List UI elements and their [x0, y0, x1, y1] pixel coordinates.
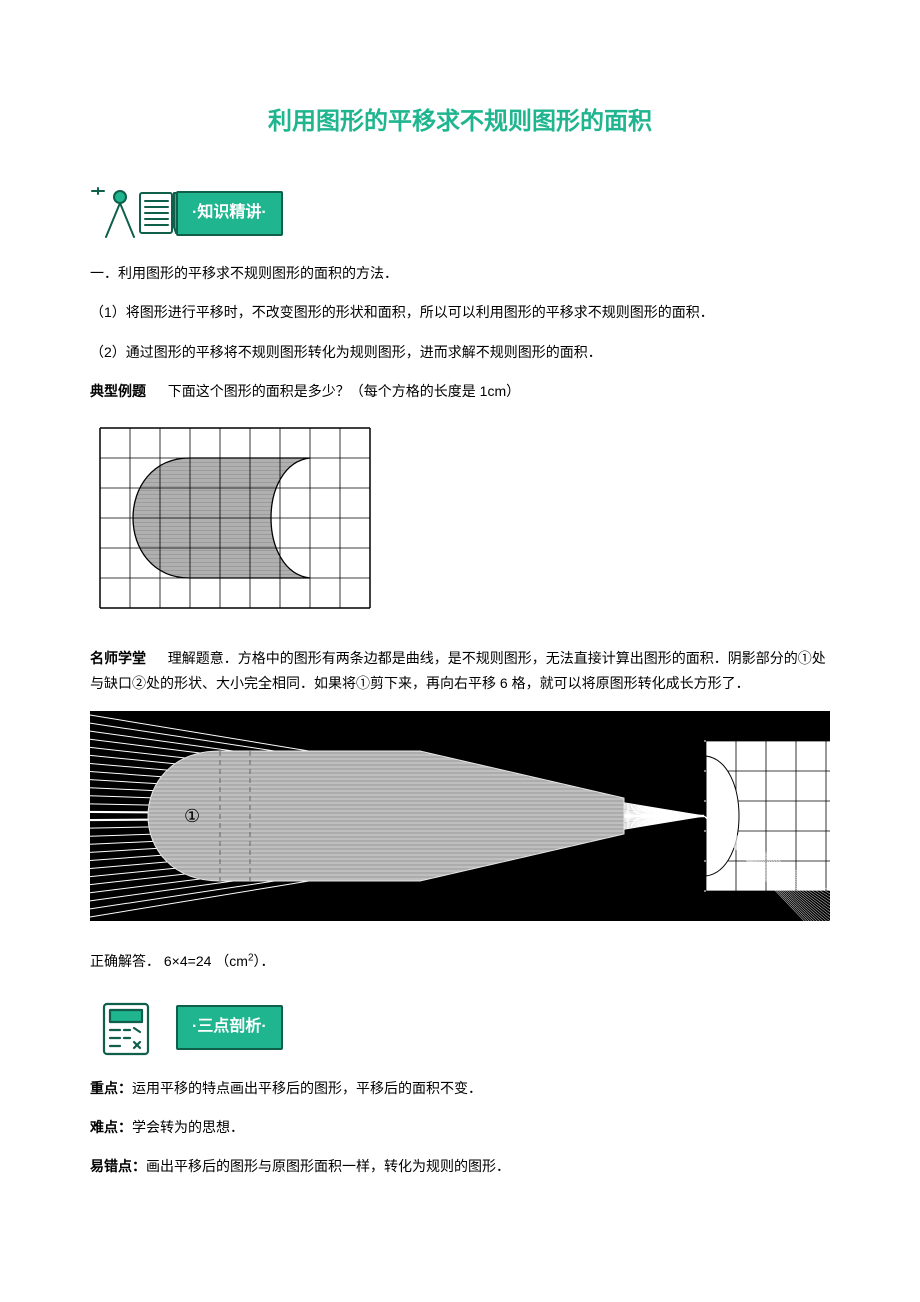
figure-1 [90, 418, 830, 626]
error-point-text: 画出平移后的图形与原图形面积一样，转化为规则的图形． [146, 1158, 510, 1174]
teacher-text: 理解题意．方格中的图形有两条边都是曲线，是不规则图形，无法直接计算出图形的面积．… [90, 650, 826, 691]
section1-p1: （1）将图形进行平移时，不改变图形的形状和面积，所以可以利用图形的平移求不规则图… [90, 300, 830, 325]
teacher-row: 名师学堂 理解题意．方格中的图形有两条边都是曲线，是不规则图形，无法直接计算出图… [90, 646, 830, 696]
section1-p2: （2）通过图形的平移将不规则图形转化为规则图形，进而求解不规则图形的面积． [90, 340, 830, 365]
page-title: 利用图形的平移求不规则图形的面积 [90, 100, 830, 143]
calculator-icon [90, 998, 180, 1058]
svg-text:①: ① [184, 806, 200, 826]
answer-expr-c: ）． [254, 953, 275, 969]
threepoints-badge: ·三点剖析· [176, 1005, 283, 1050]
grid-crescent-svg [90, 418, 380, 618]
knowledge-badge-row: ·知识精讲· [90, 183, 830, 243]
translation-illustration-svg: ① [90, 711, 830, 921]
figure-2: ① [90, 711, 830, 929]
example-label: 典型例题 [90, 383, 146, 399]
compass-drafting-icon [90, 183, 180, 243]
answer-row: 正确解答． 6×4=24 （cm2）． [90, 949, 830, 974]
hard-point-label: 难点： [90, 1119, 132, 1135]
key-point-row: 重点：运用平移的特点画出平移后的图形，平移后的面积不变． [90, 1076, 830, 1101]
example-row: 典型例题 下面这个图形的面积是多少？（每个方格的长度是 1cm） [90, 379, 830, 404]
teacher-label: 名师学堂 [90, 650, 146, 666]
knowledge-badge: ·知识精讲· [176, 191, 283, 236]
hard-point-text: 学会转为的思想． [132, 1119, 244, 1135]
section1-heading: 一．利用图形的平移求不规则图形的面积的方法． [90, 261, 830, 286]
threepoints-badge-row: ·三点剖析· [90, 998, 830, 1058]
hard-point-row: 难点：学会转为的思想． [90, 1115, 830, 1140]
key-point-label: 重点： [90, 1080, 132, 1096]
answer-label: 正确解答． [90, 953, 160, 969]
answer-expr-b: （cm [215, 953, 248, 969]
key-point-text: 运用平移的特点画出平移后的图形，平移后的面积不变． [132, 1080, 482, 1096]
example-text: 下面这个图形的面积是多少？（每个方格的长度是 1cm） [168, 383, 520, 399]
error-point-row: 易错点：画出平移后的图形与原图形面积一样，转化为规则的图形． [90, 1154, 830, 1179]
error-point-label: 易错点： [90, 1158, 146, 1174]
answer-expr-a: 6×4=24 [164, 953, 212, 969]
